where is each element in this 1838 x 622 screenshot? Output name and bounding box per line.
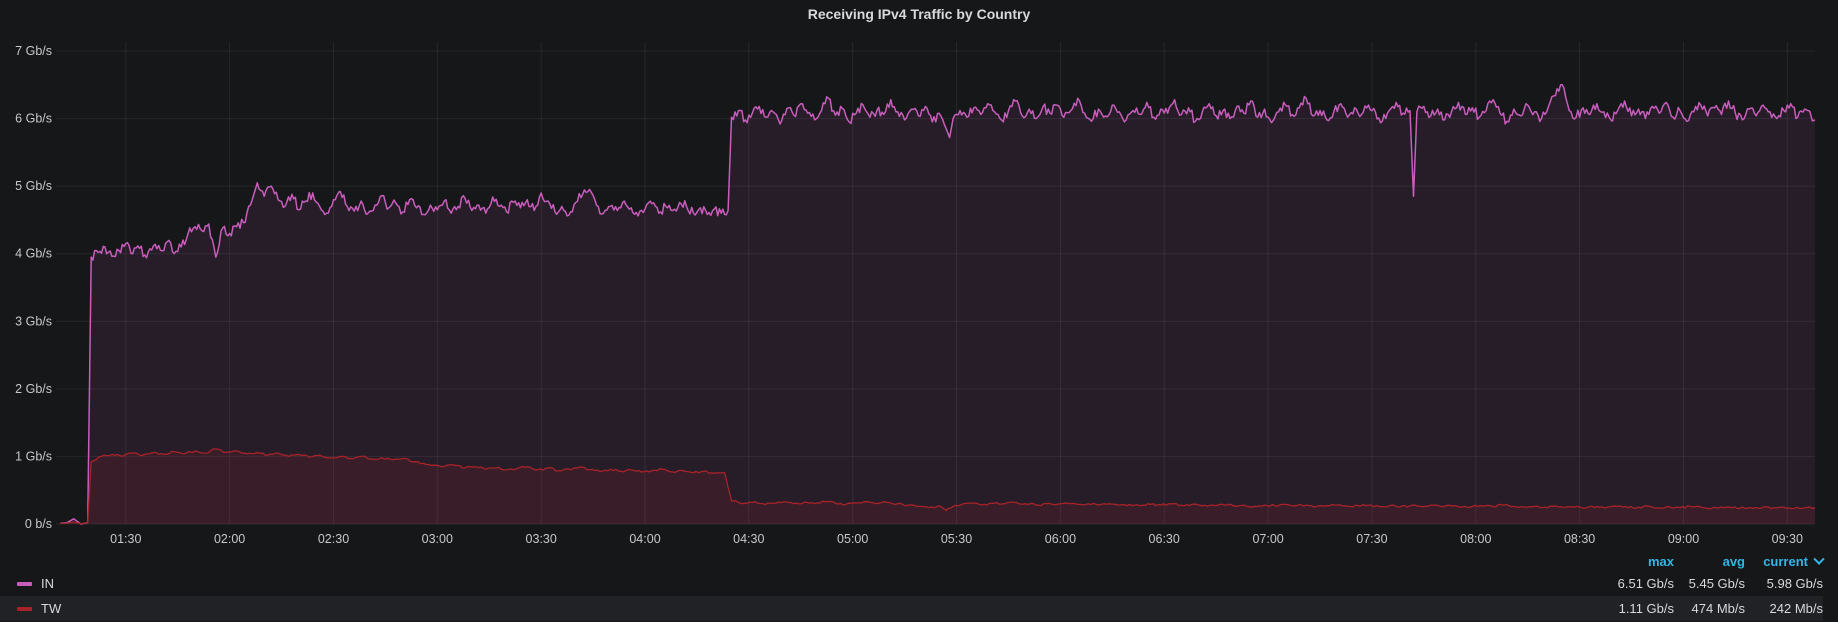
x-axis-label: 09:30 <box>1772 532 1803 546</box>
x-axis-label: 06:00 <box>1045 532 1076 546</box>
series-color-swatch[interactable] <box>17 606 32 611</box>
series-cell: TW <box>0 601 1604 616</box>
legend-row-in: IN 6.51 Gb/s 5.45 Gb/s 5.98 Gb/s <box>0 571 1823 596</box>
x-axis-label: 06:30 <box>1149 532 1180 546</box>
y-axis-label: 1 Gb/s <box>15 449 52 463</box>
x-axis-label: 03:00 <box>422 532 453 546</box>
y-axis-label: 5 Gb/s <box>15 179 52 193</box>
x-axis-label: 03:30 <box>526 532 557 546</box>
legend-sort-avg[interactable]: avg <box>1722 553 1745 569</box>
time-series-plot[interactable]: 0 b/s 1 Gb/s 2 Gb/s 3 Gb/s 4 Gb/s 5 Gb/s 6 Gb/… <box>0 0 1838 550</box>
x-axis-label: 02:30 <box>318 532 349 546</box>
legend-sort-max[interactable]: max <box>1647 553 1674 569</box>
series-fill-IN <box>60 84 1815 524</box>
x-axis-label: 05:30 <box>941 532 972 546</box>
series-max-value: 6.51 Gb/s <box>1617 576 1674 591</box>
y-axis-label: 4 Gb/s <box>15 247 52 261</box>
x-axis-label: 05:00 <box>837 532 868 546</box>
series-color-swatch[interactable] <box>17 581 32 586</box>
y-axis-label: 7 Gb/s <box>15 44 52 58</box>
series-line-IN <box>59 83 1816 525</box>
legend: max avg current IN 6.51 Gb/s 5.45 Gb/s 5… <box>0 551 1825 621</box>
y-axis-label: 2 Gb/s <box>15 382 52 396</box>
series-max-value: 1.11 Gb/s <box>1618 601 1674 616</box>
x-axis-label: 07:00 <box>1252 532 1283 546</box>
legend-sort-current-label: current <box>1763 553 1808 569</box>
x-axis-label: 08:30 <box>1564 532 1595 546</box>
legend-header-row: max avg current <box>0 551 1825 571</box>
series-avg-value: 474 Mb/s <box>1691 601 1745 616</box>
x-axis-label: 09:00 <box>1668 532 1699 546</box>
series-current-value: 242 Mb/s <box>1769 601 1823 616</box>
x-axis-label: 04:30 <box>733 532 764 546</box>
series-avg-value: 5.45 Gb/s <box>1688 576 1745 591</box>
x-axis-label: 07:30 <box>1356 532 1387 546</box>
x-axis-label: 01:30 <box>110 532 141 546</box>
x-axis-label: 08:00 <box>1460 532 1491 546</box>
x-axis-label: 04:00 <box>629 532 660 546</box>
y-axis-label: 6 Gb/s <box>15 112 52 126</box>
y-axis-label: 3 Gb/s <box>15 314 52 328</box>
legend-sort-current[interactable]: current <box>1745 553 1825 569</box>
chevron-down-icon <box>1813 553 1825 565</box>
legend-row-tw: TW 1.11 Gb/s 474 Mb/s 242 Mb/s <box>0 596 1823 621</box>
y-axis-label: 0 b/s <box>25 517 52 531</box>
x-axis-label: 02:00 <box>214 532 245 546</box>
series-name[interactable]: TW <box>41 601 62 616</box>
series-name[interactable]: IN <box>41 576 54 591</box>
series-current-value: 5.98 Gb/s <box>1766 576 1823 591</box>
panel-title[interactable]: Receiving IPv4 Traffic by Country <box>807 6 1031 22</box>
series-cell: IN <box>0 576 1604 591</box>
series-line-TW <box>59 448 1816 525</box>
